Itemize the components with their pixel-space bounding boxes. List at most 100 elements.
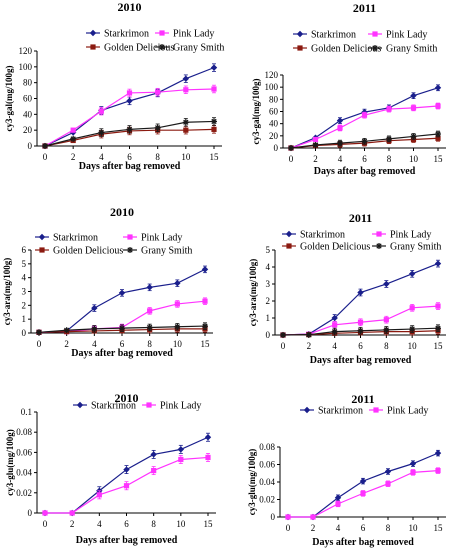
data-point	[202, 323, 208, 330]
data-point	[410, 469, 416, 475]
x-tick-label: 15	[434, 523, 444, 533]
legend-entry: Golden Delicious	[86, 43, 174, 54]
series-line	[288, 452, 439, 518]
legend-label: Pink Lady	[387, 406, 428, 417]
legend-marker	[127, 234, 133, 240]
data-point	[178, 456, 184, 463]
data-point	[211, 118, 217, 125]
data-point	[334, 494, 342, 501]
legend-marker	[376, 231, 382, 237]
y-tick-label: 0	[274, 143, 279, 153]
data-point	[409, 326, 416, 333]
data-point	[435, 468, 441, 474]
data-point	[434, 449, 442, 457]
data-point	[98, 129, 105, 136]
data-point	[288, 145, 294, 151]
series-line	[38, 268, 206, 333]
data-point	[154, 124, 161, 131]
legend-entry: Pink Lady	[372, 230, 431, 241]
y-tick-label: 1	[22, 314, 27, 324]
y-axis-label: cy3-gal(mg/100g)	[4, 66, 14, 132]
x-tick-label: 4	[332, 341, 337, 351]
y-tick-label: 60	[23, 94, 33, 104]
series-2	[288, 102, 441, 151]
y-tick-label: 0.08	[259, 442, 275, 452]
data-point	[119, 325, 125, 332]
legend-entry: Grany Smith	[155, 43, 224, 54]
data-point	[91, 304, 98, 312]
x-tick-label: 8	[386, 523, 391, 533]
y-tick-label: 20	[269, 131, 279, 141]
data-point	[118, 289, 126, 297]
legend-label: Starkrimon	[311, 30, 356, 41]
series-4	[42, 117, 217, 149]
x-tick-label: 6	[120, 339, 125, 349]
data-point	[146, 324, 153, 331]
y-tick-label: 0	[271, 512, 276, 522]
data-point	[410, 105, 417, 111]
data-point	[70, 127, 76, 133]
data-point	[147, 308, 153, 314]
y-tick-label: 0	[28, 508, 33, 518]
data-point	[331, 328, 338, 335]
chart-title: 2011	[353, 1, 376, 15]
x-tick-label: 2	[71, 152, 76, 162]
chart-panel-5: 2010 0 0.02 0.04 0.06 0.08 0.1 0 2 4 6 8 10 15 Days af…	[5, 391, 216, 546]
legend-marker	[90, 44, 96, 50]
data-point	[150, 451, 157, 458]
legend-entry: Pink Lady	[142, 401, 201, 412]
y-tick-label: 100	[265, 82, 279, 92]
data-point	[183, 127, 189, 133]
data-point	[126, 90, 133, 96]
legend-label: Starkrimon	[104, 29, 149, 40]
data-point	[361, 138, 368, 145]
legend-entry: Pink Lady	[155, 29, 214, 40]
series-4	[288, 130, 441, 151]
series-2	[285, 467, 441, 520]
data-point	[357, 289, 364, 296]
y-tick-label: 1	[266, 313, 271, 323]
data-point	[210, 64, 218, 71]
x-tick-label: 2	[311, 523, 316, 533]
series-1	[279, 259, 442, 339]
y-tick-label: 80	[23, 78, 33, 88]
series-1	[284, 449, 442, 521]
y-tick-label: 5	[266, 245, 271, 255]
data-point	[36, 329, 42, 336]
x-tick-label: 2	[64, 339, 69, 349]
data-point	[332, 322, 338, 328]
x-tick-label: 6	[127, 152, 132, 162]
legend-entry: Grany Smith	[372, 242, 441, 253]
data-point	[337, 140, 343, 147]
chart-title: 2010	[110, 205, 134, 219]
data-point	[410, 133, 417, 140]
x-tick-label: 2	[70, 519, 75, 529]
x-tick-label: 4	[92, 339, 97, 349]
data-point	[435, 103, 441, 109]
legend-label: Pink Lady	[141, 233, 182, 244]
legend-marker	[127, 247, 133, 253]
chart-title: 2011	[349, 211, 372, 225]
data-point	[383, 317, 389, 323]
data-point	[182, 75, 190, 82]
series-2	[42, 453, 211, 516]
x-tick-label: 15	[201, 339, 211, 349]
legend-label: Golden Delicious	[300, 242, 370, 253]
data-point	[435, 303, 441, 309]
data-point	[174, 323, 181, 330]
chart-panel-1: 2010 0 20 40 60 80 100 120 0 2 4 6 8 10 15 Days after b…	[4, 0, 224, 172]
y-tick-label: 60	[269, 107, 279, 117]
series-1	[41, 63, 218, 150]
data-point	[337, 125, 343, 131]
chart-title: 2011	[351, 392, 374, 406]
legend-entry: Grany Smith	[123, 246, 192, 257]
data-point	[177, 446, 185, 453]
legend-marker	[76, 401, 84, 409]
legend-entry: Pink Lady	[368, 30, 427, 41]
series-4	[36, 322, 208, 336]
legend-label: Pink Lady	[173, 29, 214, 40]
data-point	[360, 490, 366, 496]
data-point	[385, 481, 391, 487]
data-point	[69, 510, 75, 516]
data-point	[408, 270, 416, 277]
